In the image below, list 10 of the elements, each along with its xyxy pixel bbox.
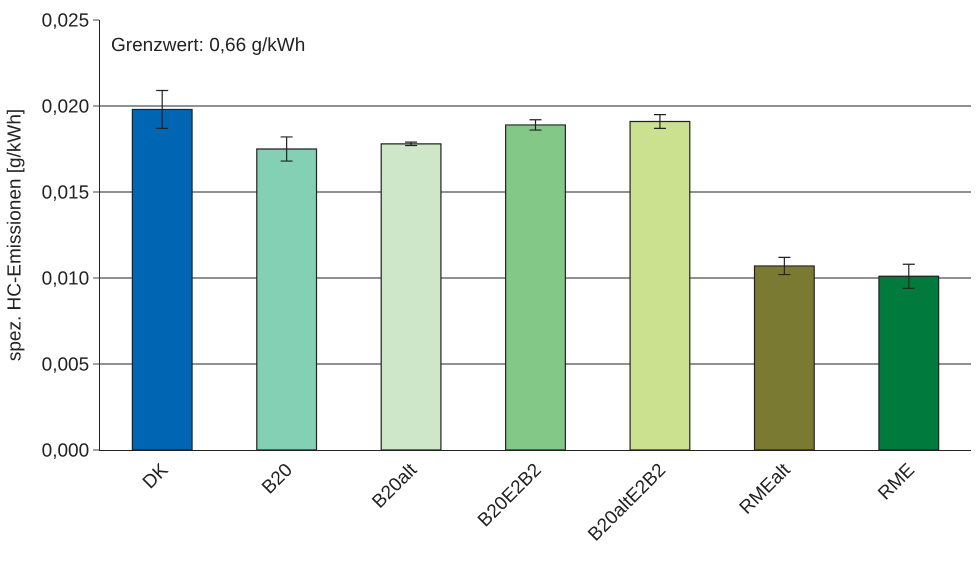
- y-tick-label: 0,020: [42, 96, 90, 118]
- y-tick-label: 0,010: [42, 268, 90, 290]
- x-tick-label: DK: [138, 459, 173, 494]
- y-tick-label: 0,015: [42, 182, 90, 204]
- y-tick-label: 0,025: [42, 10, 90, 32]
- y-tick-label: 0,000: [42, 440, 90, 462]
- y-axis-title: spez. HC-Emissionen [g/kWh]: [4, 108, 26, 362]
- annotation: Grenzwert: 0,66 g/kWh: [111, 35, 306, 56]
- x-tick-label: B20: [258, 460, 297, 498]
- y-tick-label: 0,005: [42, 354, 90, 376]
